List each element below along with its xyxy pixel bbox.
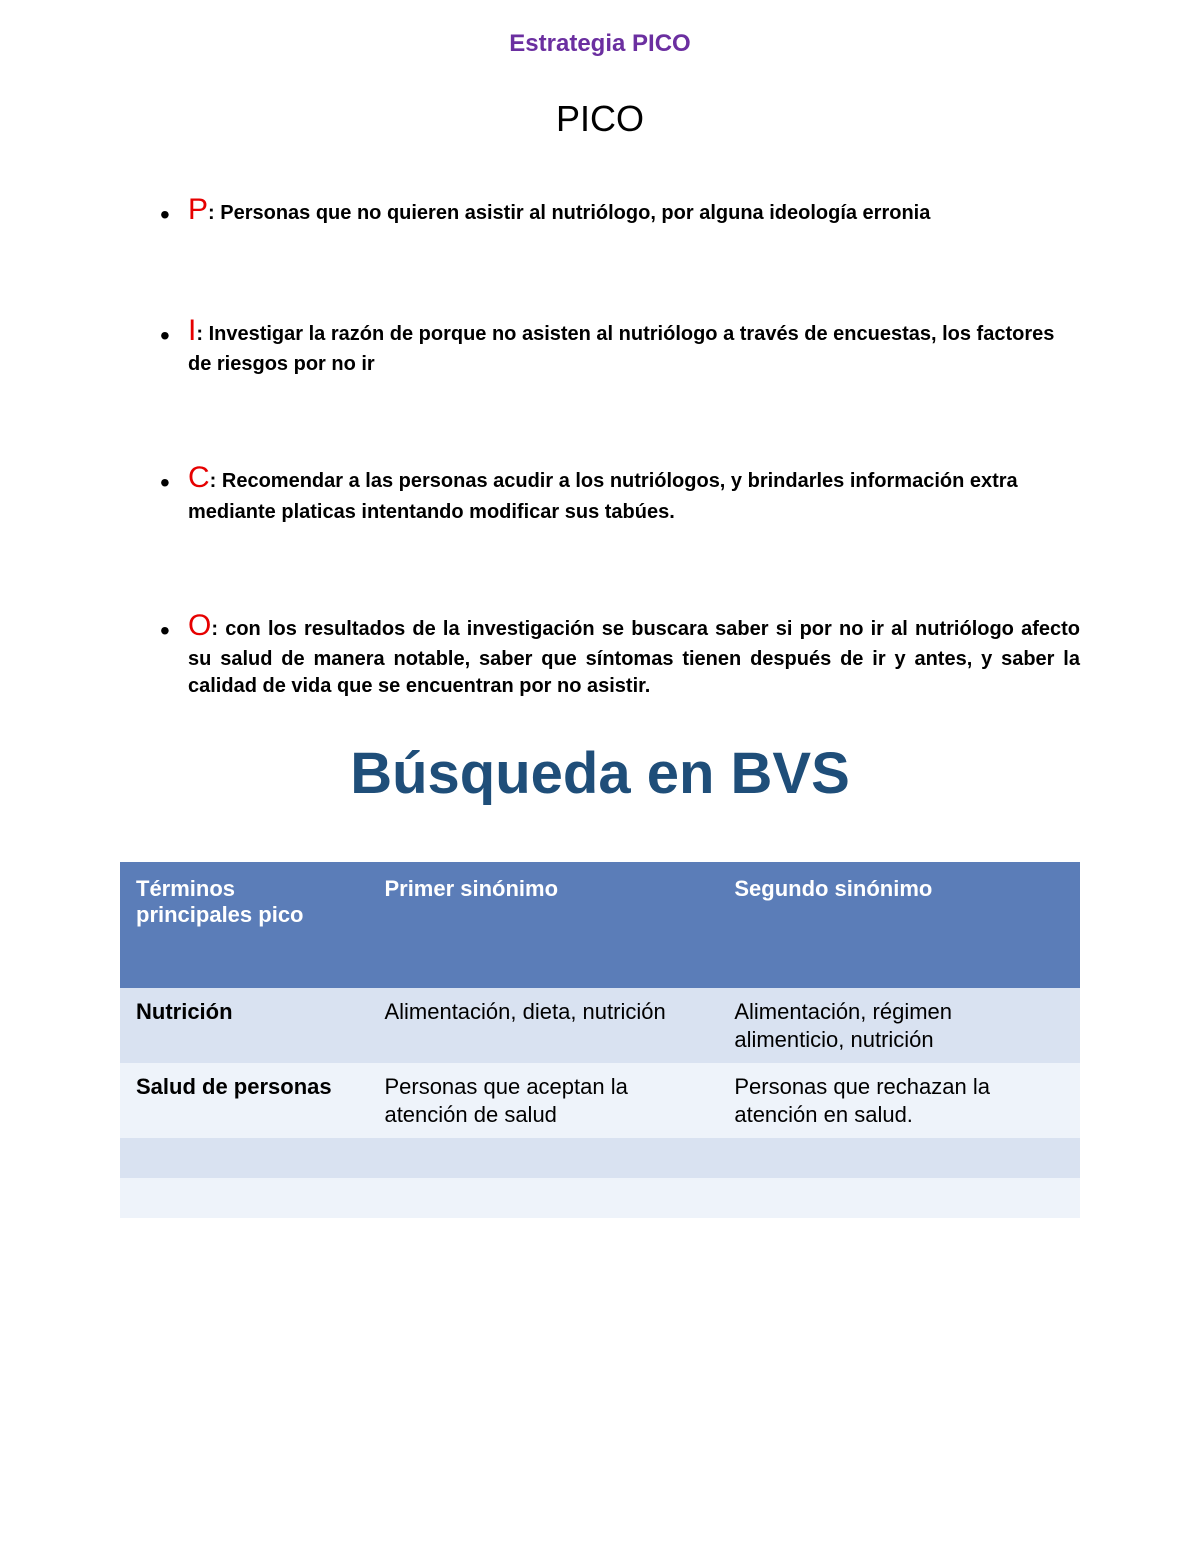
cell-segundo — [718, 1178, 1080, 1218]
pico-text: Recomendar a las personas acudir a los n… — [188, 470, 1018, 523]
pico-letter: O — [188, 609, 211, 642]
pico-item-c: C: Recomendar a las personas acudir a lo… — [160, 458, 1080, 526]
pico-colon: : — [211, 618, 225, 640]
pico-colon: : — [196, 323, 208, 345]
cell-segundo: Alimentación, régimen alimenticio, nutri… — [718, 988, 1080, 1063]
pico-title: PICO — [120, 98, 1080, 140]
table-row — [120, 1138, 1080, 1178]
pico-text: Investigar la razón de porque no asisten… — [188, 323, 1054, 376]
col-terminos: Términos principales pico — [120, 862, 368, 988]
pico-colon: : — [210, 470, 222, 492]
cell-primer: Alimentación, dieta, nutrición — [368, 988, 718, 1063]
cell-termino: Salud de personas — [120, 1063, 368, 1138]
cell-primer — [368, 1138, 718, 1178]
table-row: Nutrición Alimentación, dieta, nutrición… — [120, 988, 1080, 1063]
pico-list: P: Personas que no quieren asistir al nu… — [120, 190, 1080, 700]
cell-primer: Personas que aceptan la atención de salu… — [368, 1063, 718, 1138]
pico-item-o: O: con los resultados de la investigació… — [160, 606, 1080, 701]
pico-colon: : — [208, 202, 220, 224]
cell-segundo: Personas que rechazan la atención en sal… — [718, 1063, 1080, 1138]
cell-primer — [368, 1178, 718, 1218]
cell-segundo — [718, 1138, 1080, 1178]
cell-termino — [120, 1138, 368, 1178]
pico-text: Personas que no quieren asistir al nutri… — [220, 202, 930, 224]
pico-letter: C — [188, 461, 210, 494]
pico-item-p: P: Personas que no quieren asistir al nu… — [160, 190, 1080, 231]
bvs-title: Búsqueda en BVS — [120, 740, 1080, 807]
page-header: Estrategia PICO — [120, 30, 1080, 58]
pico-item-i: I: Investigar la razón de porque no asis… — [160, 311, 1080, 379]
table-row — [120, 1178, 1080, 1218]
table-body: Nutrición Alimentación, dieta, nutrición… — [120, 988, 1080, 1218]
pico-letter: P — [188, 193, 208, 226]
table-header-row: Términos principales pico Primer sinónim… — [120, 862, 1080, 988]
bvs-table: Términos principales pico Primer sinónim… — [120, 862, 1080, 1218]
col-primer-sinonimo: Primer sinónimo — [368, 862, 718, 988]
pico-text: con los resultados de la investigación s… — [188, 618, 1080, 698]
cell-termino — [120, 1178, 368, 1218]
table-row: Salud de personas Personas que aceptan l… — [120, 1063, 1080, 1138]
cell-termino: Nutrición — [120, 988, 368, 1063]
col-segundo-sinonimo: Segundo sinónimo — [718, 862, 1080, 988]
